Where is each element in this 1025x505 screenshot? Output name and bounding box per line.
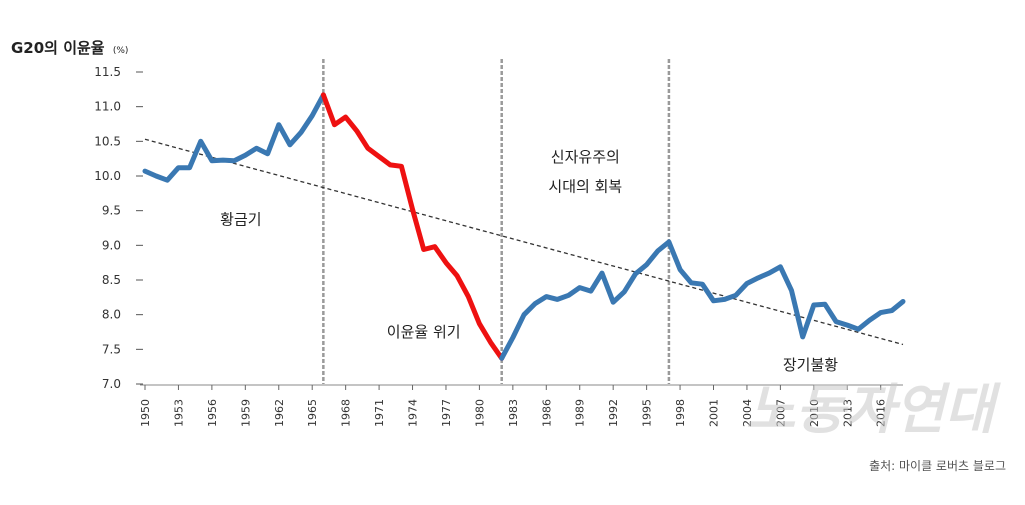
x-tick-label: 1968 — [340, 399, 353, 427]
x-tick-label: 1998 — [674, 399, 687, 427]
x-tick-label: 2004 — [741, 399, 754, 427]
x-tick-label: 1989 — [574, 399, 587, 427]
x-tick-label: 1980 — [473, 399, 486, 427]
y-tick-label: 9.5 — [102, 204, 121, 218]
x-tick-label: 1983 — [507, 399, 520, 427]
x-tick-label: 2013 — [841, 399, 854, 427]
y-tick-label: 10.5 — [94, 134, 121, 148]
y-tick-label: 8.0 — [102, 308, 121, 322]
y-tick-label: 11.5 — [94, 65, 121, 79]
x-tick-label: 2007 — [774, 399, 787, 427]
series-line-1 — [142, 92, 326, 183]
period-annotation: 시대의 회복 — [548, 177, 622, 195]
x-tick-label: 2001 — [708, 399, 721, 427]
axes-layer: 11.5 11.0 10.5 10.0 9.5 9.0 8.5 8.0 7.5 7.0 1950 19… — [94, 65, 903, 427]
y-tick-label: 10.0 — [94, 169, 121, 183]
y-tick-label: 11.0 — [94, 100, 121, 114]
x-tick-label: 1995 — [641, 399, 654, 427]
x-tick-label: 2010 — [808, 399, 821, 427]
period-annotation: 신자유주의 — [551, 148, 620, 166]
y-tick-label: 7.0 — [102, 377, 121, 391]
x-tick-label: 1962 — [273, 399, 286, 427]
x-tick-label: 1956 — [206, 399, 219, 427]
y-tick-label: 8.5 — [102, 273, 121, 287]
trendline — [144, 138, 904, 346]
x-tick-label: 1959 — [239, 399, 252, 427]
x-tick-label: 1986 — [540, 399, 553, 427]
period-annotation: 이윤율 위기 — [387, 323, 461, 341]
x-tick-label: 1953 — [172, 399, 185, 427]
series-layer — [142, 92, 906, 361]
x-tick-label: 2016 — [875, 399, 888, 427]
y-tick-label: 9.0 — [102, 238, 121, 252]
series-line-3 — [499, 239, 906, 361]
x-tick-label: 1971 — [373, 399, 386, 427]
source-text: 출처: 마이클 로버츠 블로그 — [869, 459, 1006, 473]
x-tick-label: 1977 — [440, 399, 453, 427]
chart-title: G20의 이윤율 (%) — [11, 39, 128, 57]
chart-title-unit: (%) — [113, 46, 129, 56]
x-tick-label: 1950 — [139, 399, 152, 427]
period-annotation: 장기불황 — [783, 356, 838, 374]
x-tick-label: 1992 — [607, 399, 620, 427]
chart-title-main: G20의 이윤율 — [11, 39, 105, 57]
x-tick-label: 1974 — [407, 399, 420, 427]
series-line-2 — [320, 92, 505, 361]
x-tick-label: 1965 — [306, 399, 319, 427]
period-annotation: 황금기 — [220, 211, 261, 229]
trendline-layer — [144, 138, 904, 346]
watermark-text: 노동자연대 — [746, 378, 1002, 441]
dividers-layer — [322, 59, 671, 384]
y-tick-label: 7.5 — [102, 342, 121, 356]
